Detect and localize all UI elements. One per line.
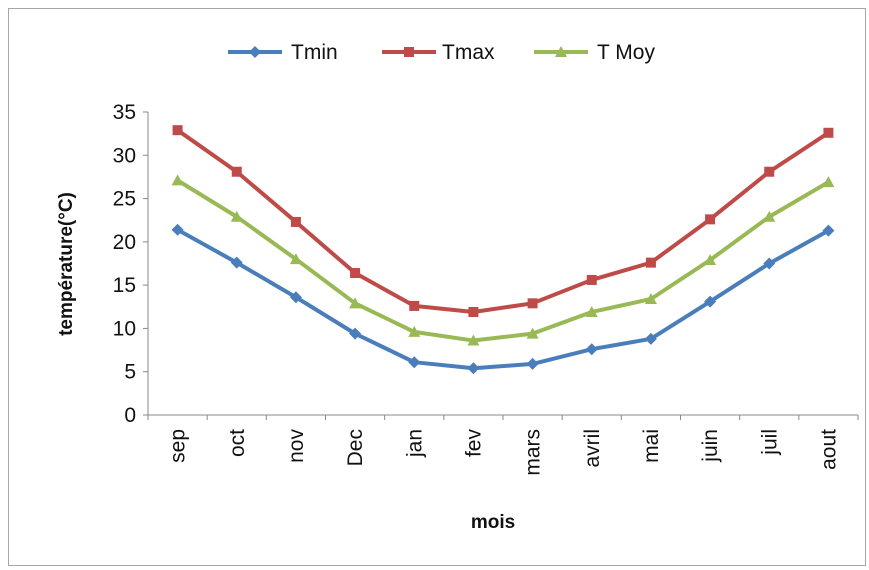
data-point-tmax (468, 306, 479, 317)
x-tick-label: avril (581, 429, 604, 468)
chart-area (8, 8, 866, 566)
legend-item-tmin: Tmin (228, 41, 338, 64)
data-point-tmin (349, 327, 362, 340)
x-tick-label: juil (758, 429, 781, 456)
series-tmin (171, 223, 835, 375)
data-point-tmin (704, 295, 717, 308)
legend-item-tmax: Tmax (382, 41, 495, 64)
y-axis-title: température(°C) (56, 192, 77, 336)
data-point-tmin (644, 332, 657, 345)
legend-marker (249, 46, 261, 58)
data-point-t-moy (467, 334, 480, 346)
legend-marker (404, 47, 414, 57)
data-point-tmin (526, 357, 539, 370)
data-point-tmax (527, 298, 538, 309)
series-line-tmin (176, 227, 830, 371)
y-tick-label: 30 (113, 144, 136, 167)
data-point-t-moy (349, 297, 362, 309)
data-point-tmax (705, 214, 716, 225)
x-tick-label: mars (522, 429, 545, 476)
y-tick-label: 15 (113, 274, 136, 297)
data-point-t-moy (585, 305, 598, 317)
x-tick-label: sep (167, 429, 190, 463)
x-tick-label: mai (640, 429, 663, 463)
data-point-tmax (350, 268, 361, 279)
y-tick-label: 0 (124, 404, 136, 427)
y-tick-label: 5 (124, 361, 136, 384)
legend-label: T Moy (597, 41, 655, 64)
data-point-t-moy (704, 254, 717, 266)
x-tick-label: fev (462, 429, 485, 458)
data-point-t-moy (408, 325, 421, 337)
data-point-tmax (231, 166, 242, 177)
data-point-tmin (230, 256, 243, 269)
y-tick-labels: 0 5 10 15 20 25 30 35 (113, 101, 148, 427)
axes (147, 112, 858, 416)
legend-item-t-moy: T Moy (534, 41, 655, 64)
data-point-tmax (823, 127, 834, 138)
legend: Tmin Tmax T Moy (228, 41, 655, 64)
series-t-moy (171, 174, 835, 346)
series-line-t-moy (176, 178, 830, 343)
y-tick-label: 10 (113, 317, 136, 340)
data-point-t-moy (526, 327, 539, 339)
data-point-tmin (289, 291, 302, 304)
x-tick-label: jan (403, 429, 426, 458)
legend-marker (555, 46, 567, 57)
data-point-tmax (645, 257, 656, 268)
x-tick-label: nov (285, 429, 308, 463)
legend-label: Tmax (442, 41, 495, 64)
x-axis-title: mois (471, 512, 515, 533)
data-point-t-moy (822, 176, 835, 188)
data-point-tmin (408, 356, 421, 369)
data-point-tmin (467, 362, 480, 375)
x-tick-label: juin (699, 429, 722, 463)
data-point-tmin (585, 343, 598, 356)
data-point-t-moy (289, 253, 302, 265)
data-point-tmin (763, 257, 776, 270)
series-tmax (172, 125, 834, 317)
data-point-tmin (822, 224, 835, 237)
y-tick-label: 25 (113, 188, 136, 211)
data-point-tmax (586, 274, 597, 285)
series-group (171, 125, 835, 375)
y-tick-label: 20 (113, 231, 136, 254)
data-point-t-moy (230, 210, 243, 222)
data-point-t-moy (644, 292, 657, 304)
x-tick-label: oct (226, 429, 249, 457)
data-point-tmax (290, 216, 301, 227)
y-tick-label: 35 (113, 101, 136, 124)
data-point-t-moy (171, 174, 184, 186)
series-line-tmax (176, 128, 830, 314)
data-point-t-moy (763, 210, 776, 222)
x-tick-label: aout (817, 429, 840, 470)
x-tick-labels: sep oct nov Dec jan fev mars avril mai juin juil ao… (147, 415, 859, 476)
data-point-tmin (171, 223, 184, 236)
data-point-tmax (409, 300, 420, 311)
x-tick-label: Dec (344, 429, 367, 466)
data-point-tmax (172, 125, 183, 136)
data-point-tmax (764, 166, 775, 177)
legend-label: Tmin (291, 41, 338, 64)
